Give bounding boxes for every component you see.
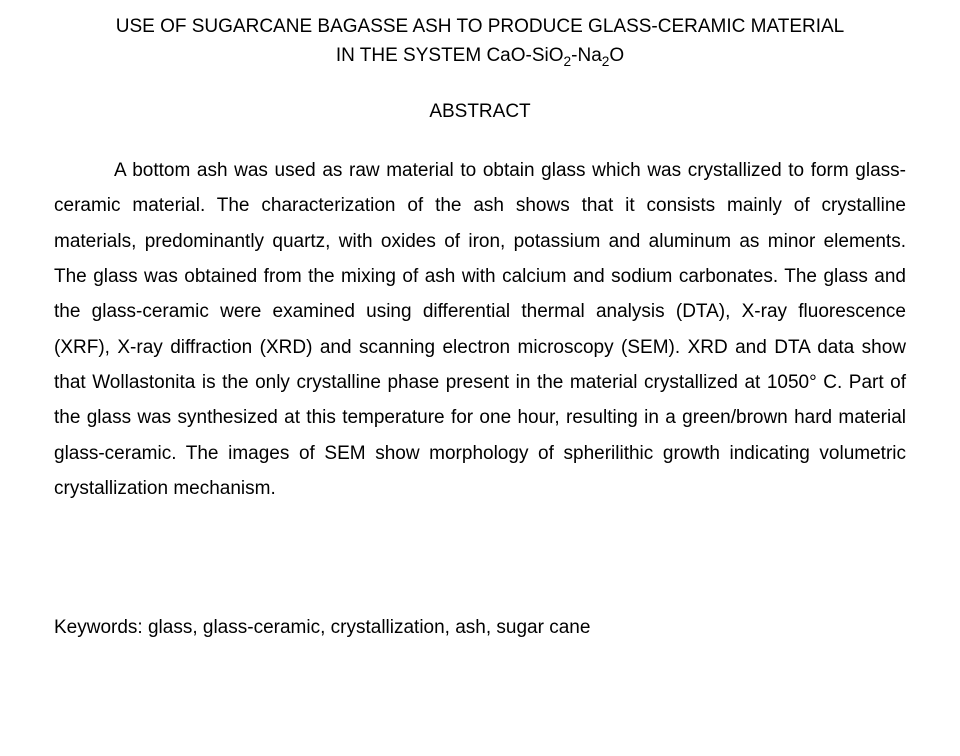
- title-line-2-mid: -Na: [571, 45, 602, 66]
- document-page: USE OF SUGARCANE BAGASSE ASH TO PRODUCE …: [0, 0, 960, 643]
- keywords-line: Keywords: glass, glass-ceramic, crystall…: [54, 614, 906, 643]
- subscript-2a: 2: [564, 54, 572, 69]
- abstract-heading: ABSTRACT: [54, 101, 906, 123]
- title-line-2-suffix: O: [609, 45, 624, 66]
- title-line-2-prefix: IN THE SYSTEM CaO-SiO: [336, 45, 564, 66]
- abstract-body: A bottom ash was used as raw material to…: [54, 153, 906, 506]
- paper-title: USE OF SUGARCANE BAGASSE ASH TO PRODUCE …: [54, 12, 906, 71]
- title-line-2: IN THE SYSTEM CaO-SiO2-Na2O: [54, 41, 906, 70]
- title-line-1: USE OF SUGARCANE BAGASSE ASH TO PRODUCE …: [54, 12, 906, 41]
